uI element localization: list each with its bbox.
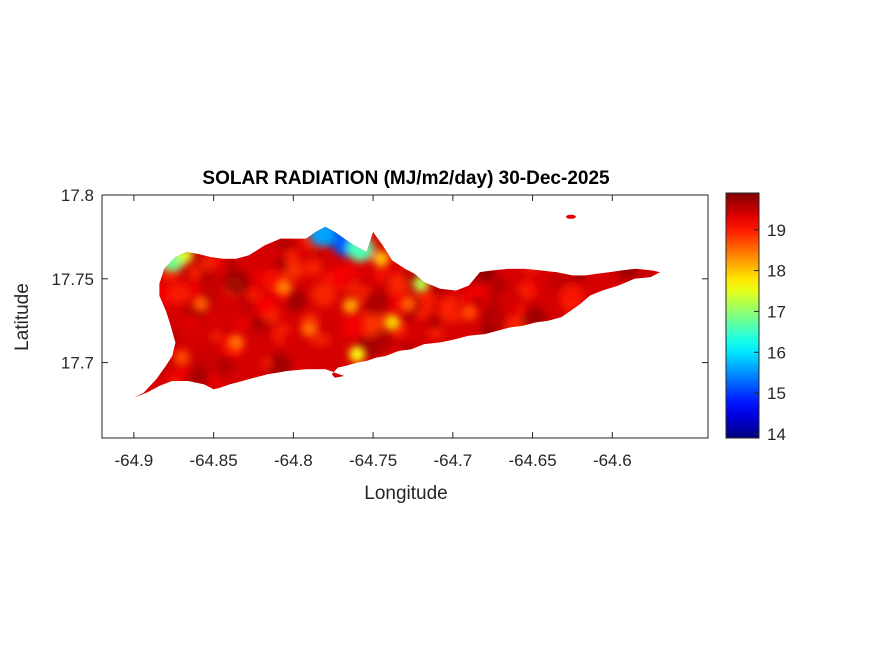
colorbar-tick-label: 19 [767, 221, 786, 240]
radiation-hotspot [275, 279, 292, 296]
colorbar-tick-label: 18 [767, 262, 786, 281]
x-tick-label: -64.8 [274, 451, 313, 470]
y-axis: 17.7 17.75 17.8 [51, 186, 708, 373]
islet [565, 214, 576, 219]
x-tick-label: -64.65 [508, 451, 556, 470]
colorbar-gradient [725, 192, 760, 439]
colorbar-tick-label: 16 [767, 343, 786, 362]
colorbar-tick-label: 17 [767, 302, 786, 321]
radiation-hotspot [373, 250, 390, 267]
y-tick-label: 17.7 [61, 354, 94, 373]
x-tick-label: -64.6 [593, 451, 632, 470]
x-tick-label: -64.7 [433, 451, 472, 470]
x-axis-label: Longitude [364, 483, 447, 504]
radiation-hotspot [301, 321, 318, 338]
radiation-hotspot [342, 297, 359, 314]
radiation-hotspot [349, 346, 366, 363]
radiation-hotspot [460, 304, 477, 321]
x-tick-label: -64.9 [115, 451, 154, 470]
chart-title: SOLAR RADIATION (MJ/m2/day) 30-Dec-2025 [202, 168, 610, 189]
x-axis: -64.9 -64.85 -64.8 -64.75 -64.7 -64.65 -64.6 [115, 195, 632, 470]
radiation-hotspot [228, 334, 244, 351]
colorbar-tick-label: 15 [767, 384, 786, 403]
y-tick-label: 17.75 [51, 270, 94, 289]
x-tick-label: -64.85 [190, 451, 238, 470]
radiation-hotspot [173, 349, 190, 366]
y-axis-label: Latitude [12, 283, 33, 351]
radiation-hotspot [384, 314, 401, 331]
colorbar-tick-label: 14 [767, 425, 786, 444]
colorbar: 14 15 16 17 18 19 [725, 192, 786, 444]
y-tick-label: 17.8 [61, 186, 94, 205]
x-tick-label: -64.75 [349, 451, 397, 470]
radiation-hotspot [400, 295, 417, 312]
radiation-hotspot [192, 295, 209, 312]
